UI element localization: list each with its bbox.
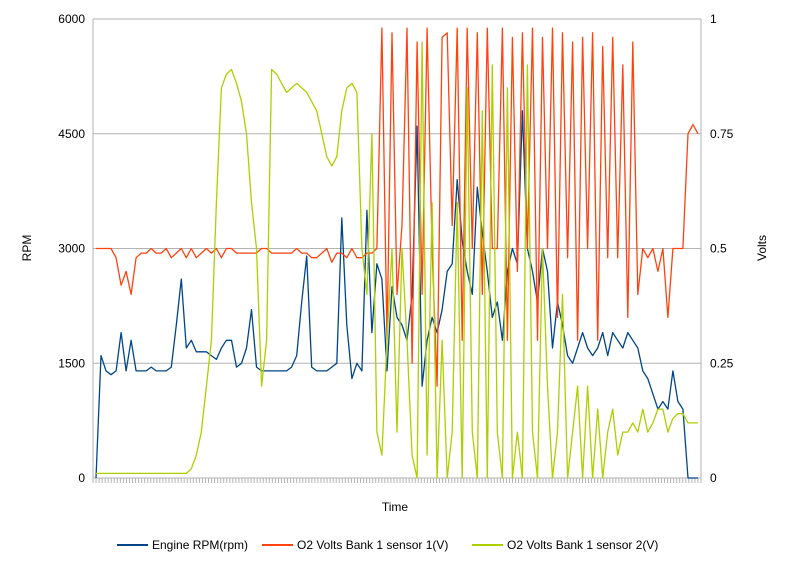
legend-label-o2-sensor-2: O2 Volts Bank 1 sensor 2(V) [507, 538, 658, 552]
y-left-tick-label: 4500 [58, 127, 85, 141]
legend-label-o2-sensor-1: O2 Volts Bank 1 sensor 1(V) [297, 538, 448, 552]
legend-item-o2-sensor-2: O2 Volts Bank 1 sensor 2(V) [472, 538, 658, 552]
series-o2-sensor-1 [96, 27, 699, 387]
y-right-tick-label: 0.5 [710, 242, 727, 256]
x-axis-title: Time [382, 500, 409, 514]
y-axis-right-title: Volts [755, 235, 769, 261]
y-left-tick-label: 1500 [58, 356, 85, 370]
axis-layer [92, 19, 702, 483]
y-right-tick-label: 0 [710, 471, 717, 485]
legend: Engine RPM(rpm) O2 Volts Bank 1 sensor 1… [117, 538, 658, 552]
legend-item-engine-rpm: Engine RPM(rpm) [117, 538, 248, 552]
series-o2-sensor-2 [96, 41, 698, 479]
y-left-tick-label: 0 [78, 471, 85, 485]
y-left-tick-label: 3000 [58, 242, 85, 256]
series-layer [95, 27, 699, 479]
y-right-tick-label: 0.75 [710, 127, 734, 141]
y-right-tick-label: 1 [710, 12, 717, 26]
legend-label-engine-rpm: Engine RPM(rpm) [152, 538, 248, 552]
y-right-tick-label: 0.25 [710, 356, 734, 370]
series-engine-rpm [95, 110, 698, 479]
y-left-tick-label: 6000 [58, 12, 85, 26]
y-axis-left-title: RPM [20, 235, 34, 262]
legend-item-o2-sensor-1: O2 Volts Bank 1 sensor 1(V) [262, 538, 448, 552]
tick-layer: 0 0 1500 0.25 3000 0.5 4500 0.75 6000 1 [58, 12, 733, 485]
